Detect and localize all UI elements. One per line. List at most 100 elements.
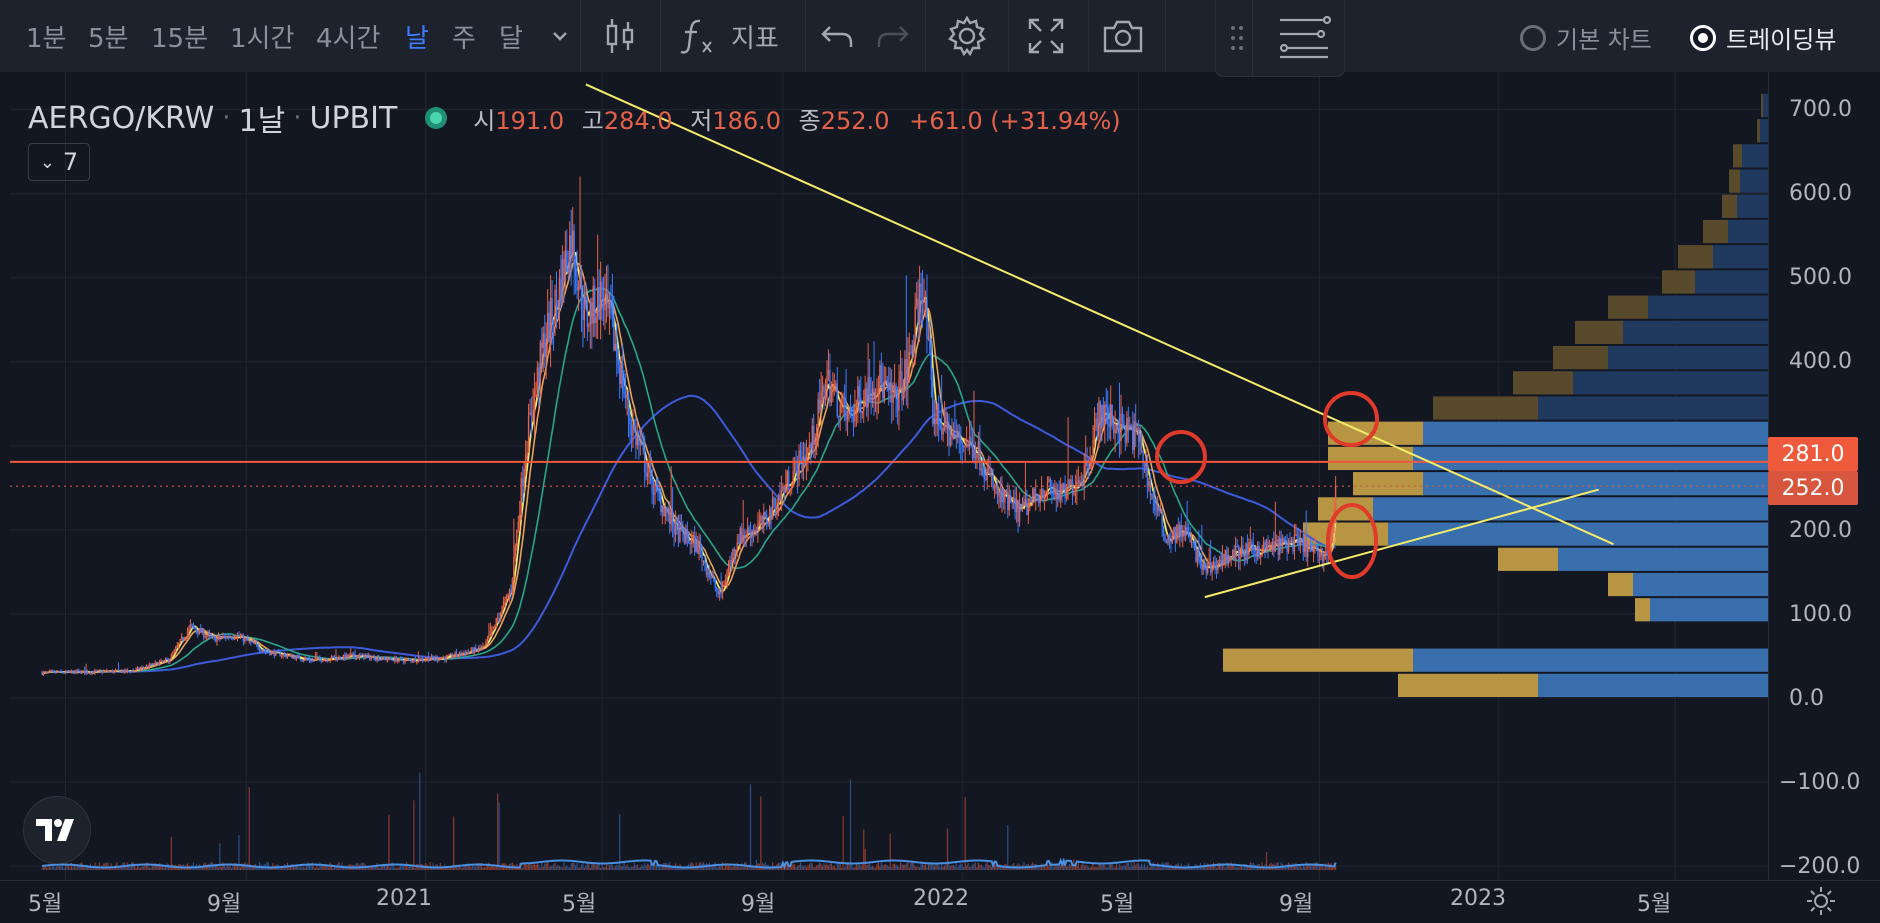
undo-icon[interactable] (815, 14, 859, 58)
candle-body (596, 286, 599, 318)
candle-body (723, 585, 725, 587)
candle-body (1258, 546, 1260, 558)
candle-body (920, 283, 922, 298)
candle-body (626, 394, 628, 398)
volume-ma-line (41, 857, 1337, 870)
candle-body (589, 302, 592, 325)
candle-body (122, 670, 124, 673)
candle-body (1024, 499, 1027, 506)
fullscreen-icon[interactable] (1024, 14, 1068, 58)
time-axis[interactable] (0, 880, 1880, 923)
volume-profile-up-bar (1678, 245, 1713, 269)
candle-body (1295, 534, 1297, 536)
candle-body (100, 670, 102, 672)
candle-body (1065, 487, 1068, 499)
candle-body (1232, 549, 1234, 558)
candle-body (95, 670, 98, 672)
candle-body (304, 658, 306, 660)
candle-body (992, 475, 994, 489)
interval-1h[interactable]: 1시간 (230, 24, 295, 54)
interval-month[interactable]: 달 (499, 24, 523, 54)
volume-profile-down-bar (1573, 371, 1768, 395)
candle-body (848, 410, 850, 415)
candle-body (702, 560, 705, 562)
annotation-circle (1323, 391, 1379, 447)
tradingview-logo-icon[interactable] (23, 796, 91, 864)
interval-week[interactable]: 주 (452, 24, 476, 54)
candle-body (489, 634, 492, 636)
candle-body (350, 654, 352, 656)
candle-body (370, 657, 372, 660)
candle-body (1036, 493, 1038, 496)
candle-body (297, 655, 299, 657)
indicator-toggle-button[interactable]: ⌄ 7 (28, 143, 90, 181)
candle-body (892, 396, 894, 403)
candle-body (141, 667, 143, 669)
basic-chart-option[interactable]: 기본 차트 (1520, 20, 1652, 55)
redo-icon[interactable] (871, 14, 915, 58)
candle-body (641, 443, 643, 445)
volume-profile-down-bar (1608, 345, 1768, 370)
candle-body (849, 410, 852, 415)
candle-body (763, 512, 765, 525)
candle-body (474, 647, 477, 650)
candle-body (526, 452, 528, 455)
candle-body (392, 659, 395, 662)
candle-body (376, 657, 378, 661)
drawing-tools-icon[interactable] (1278, 14, 1332, 64)
open-key: 시 (473, 106, 496, 135)
settings-gear-icon[interactable] (945, 14, 989, 58)
drawing-toolbar-panel[interactable] (1215, 0, 1345, 77)
candle-body (616, 343, 618, 357)
candle-body (1099, 401, 1102, 429)
interval-dropdown-icon[interactable] (538, 14, 582, 58)
candle-body (410, 659, 412, 661)
time-tick: 5월 (1100, 892, 1135, 917)
candle-body (319, 657, 321, 660)
camera-icon[interactable] (1101, 14, 1145, 58)
interval-5m[interactable]: 5분 (88, 24, 129, 54)
candle-body (1123, 421, 1125, 428)
indicators-button[interactable]: 지표 (731, 24, 779, 54)
top-toolbar: 1분 5분 15분 1시간 4시간 날 주 달 지표 기본 차트 트레이딩뷰 (0, 0, 1880, 72)
candle-body (873, 388, 875, 399)
candle-body (80, 671, 83, 674)
candle-body (1236, 545, 1238, 547)
candle-body (1221, 554, 1224, 565)
drag-handle-icon[interactable] (1230, 24, 1244, 56)
candle-body (1256, 546, 1259, 557)
tradingview-chart-label: 트레이딩뷰 (1726, 26, 1837, 54)
candle-body (473, 647, 475, 653)
candle-body (732, 549, 734, 562)
candle-body (745, 536, 747, 538)
candle-body (260, 650, 262, 652)
candle-body (317, 657, 320, 659)
interval-day[interactable]: 날 (405, 24, 429, 54)
axis-settings-icon[interactable] (1806, 886, 1836, 920)
candle-body (169, 659, 171, 663)
candle-body (629, 417, 631, 425)
tradingview-chart-option[interactable]: 트레이딩뷰 (1690, 20, 1836, 55)
candlestick-icon[interactable] (598, 14, 642, 58)
candle-body (673, 526, 675, 535)
candle-body (943, 411, 946, 428)
volume-profile-up-bar (1761, 93, 1763, 118)
candle-body (348, 655, 350, 658)
volume-profile-down-bar (1388, 522, 1768, 546)
candle-body (799, 450, 802, 457)
divider (925, 0, 926, 72)
candles (41, 176, 1337, 676)
candle-body (1265, 541, 1268, 550)
symbol-label[interactable]: AERGO/KRW (28, 100, 215, 136)
candle-body (717, 590, 719, 595)
candle-body (829, 369, 831, 403)
interval-15m[interactable]: 15분 (151, 24, 209, 54)
interval-4h[interactable]: 4시간 (316, 24, 381, 54)
candle-body (721, 586, 724, 594)
candle-body (677, 523, 680, 542)
candle-body (610, 301, 612, 314)
interval-1m[interactable]: 1분 (26, 24, 67, 54)
function-icon[interactable] (676, 14, 720, 58)
candle-body (429, 659, 431, 661)
candle-body (876, 396, 878, 398)
